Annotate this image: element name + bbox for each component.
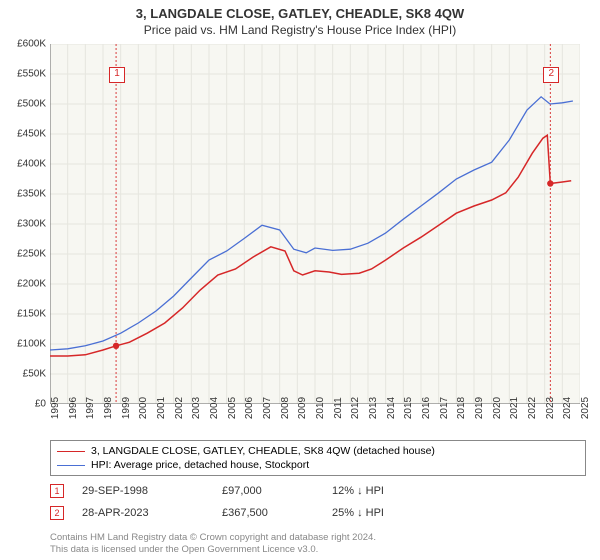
sales-table: 1 29-SEP-1998£97,00012% ↓ HPI 2 28-APR-2023… <box>50 480 580 524</box>
x-tick-label: 2006 <box>244 397 255 419</box>
x-tick-label: 2008 <box>280 397 291 419</box>
x-tick-label: 1996 <box>68 397 79 419</box>
y-tick-label: £50K <box>2 369 46 380</box>
x-tick-label: 2001 <box>156 397 167 419</box>
footer-attribution: Contains HM Land Registry data © Crown c… <box>50 532 376 556</box>
x-tick-label: 2007 <box>262 397 273 419</box>
x-tick-label: 2004 <box>209 397 220 419</box>
x-tick-label: 1995 <box>50 397 61 419</box>
legend-label: HPI: Average price, detached house, Stoc… <box>91 459 309 471</box>
x-tick-label: 2012 <box>350 397 361 419</box>
y-tick-label: £250K <box>2 249 46 260</box>
x-tick-label: 2011 <box>333 397 344 419</box>
y-tick-label: £150K <box>2 309 46 320</box>
chart-svg <box>50 44 580 404</box>
x-tick-label: 2018 <box>456 397 467 419</box>
chart-marker-2: 2 <box>543 67 559 83</box>
x-tick-label: 2025 <box>580 397 591 419</box>
y-tick-label: £0 <box>2 399 46 410</box>
x-tick-label: 2000 <box>138 397 149 419</box>
sale-delta: 25% ↓ HPI <box>332 507 384 519</box>
x-tick-label: 2020 <box>492 397 503 419</box>
x-tick-label: 2023 <box>545 397 556 419</box>
x-tick-label: 2019 <box>474 397 485 419</box>
x-tick-label: 2024 <box>562 397 573 419</box>
x-tick-label: 1997 <box>85 397 96 419</box>
x-tick-label: 2014 <box>386 397 397 419</box>
x-tick-label: 2013 <box>368 397 379 419</box>
y-tick-label: £550K <box>2 69 46 80</box>
x-tick-label: 2005 <box>227 397 238 419</box>
sale-delta: 12% ↓ HPI <box>332 485 384 497</box>
sale-price: £367,500 <box>222 507 332 519</box>
x-tick-label: 1998 <box>103 397 114 419</box>
chart-title: 3, LANGDALE CLOSE, GATLEY, CHEADLE, SK8 … <box>0 0 600 21</box>
x-tick-label: 2015 <box>403 397 414 419</box>
legend-box: 3, LANGDALE CLOSE, GATLEY, CHEADLE, SK8 … <box>50 440 586 476</box>
legend-label: 3, LANGDALE CLOSE, GATLEY, CHEADLE, SK8 … <box>91 445 435 457</box>
sale-row-2: 2 28-APR-2023£367,50025% ↓ HPI <box>50 502 580 524</box>
y-tick-label: £100K <box>2 339 46 350</box>
footer-line-1: Contains HM Land Registry data © Crown c… <box>50 532 376 544</box>
legend-swatch <box>57 465 85 466</box>
y-tick-label: £200K <box>2 279 46 290</box>
legend-item: 3, LANGDALE CLOSE, GATLEY, CHEADLE, SK8 … <box>57 444 579 458</box>
y-tick-label: £600K <box>2 39 46 50</box>
x-tick-label: 2017 <box>439 397 450 419</box>
chart-plot-area: £0£50K£100K£150K£200K£250K£300K£350K£400… <box>50 44 580 404</box>
y-tick-label: £400K <box>2 159 46 170</box>
x-tick-label: 2002 <box>174 397 185 419</box>
x-tick-label: 2022 <box>527 397 538 419</box>
legend-item: HPI: Average price, detached house, Stoc… <box>57 458 579 472</box>
sale-row-1: 1 29-SEP-1998£97,00012% ↓ HPI <box>50 480 580 502</box>
x-tick-label: 2003 <box>191 397 202 419</box>
y-tick-label: £450K <box>2 129 46 140</box>
footer-line-2: This data is licensed under the Open Gov… <box>50 544 376 556</box>
y-tick-label: £500K <box>2 99 46 110</box>
x-tick-label: 2009 <box>297 397 308 419</box>
sale-marker: 2 <box>50 506 64 520</box>
x-tick-label: 2010 <box>315 397 326 419</box>
x-tick-label: 2021 <box>509 397 520 419</box>
y-tick-label: £300K <box>2 219 46 230</box>
chart-marker-1: 1 <box>109 67 125 83</box>
y-tick-label: £350K <box>2 189 46 200</box>
x-tick-label: 2016 <box>421 397 432 419</box>
sale-marker: 1 <box>50 484 64 498</box>
sale-price: £97,000 <box>222 485 332 497</box>
chart-subtitle: Price paid vs. HM Land Registry's House … <box>0 21 600 41</box>
sale-date: 28-APR-2023 <box>82 507 222 519</box>
sale-date: 29-SEP-1998 <box>82 485 222 497</box>
x-tick-label: 1999 <box>121 397 132 419</box>
legend-swatch <box>57 451 85 452</box>
